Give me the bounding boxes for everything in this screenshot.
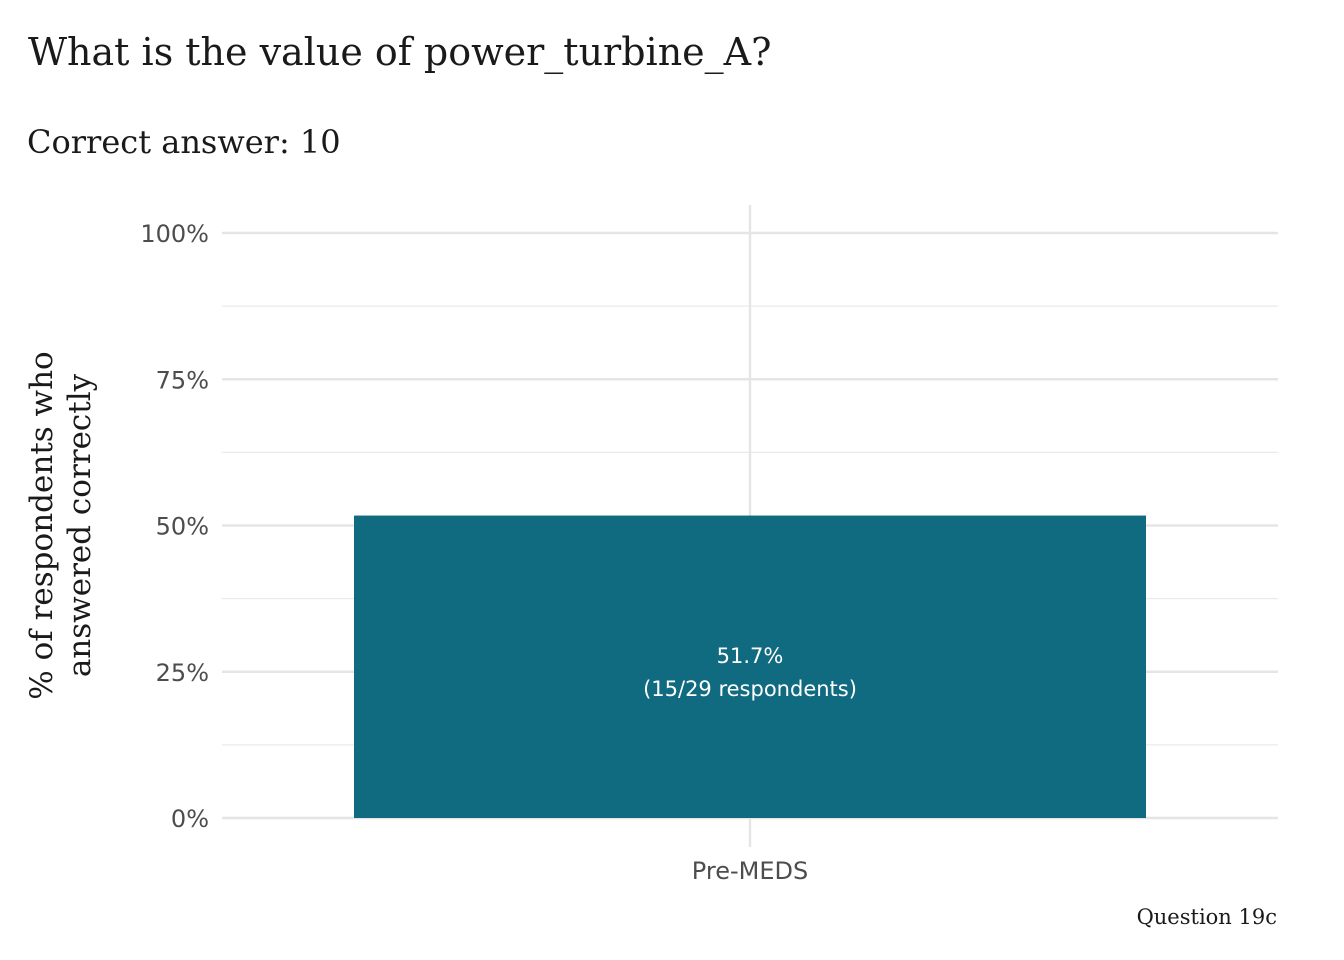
bar	[354, 515, 1146, 818]
x-tick-labels: Pre-MEDS	[692, 857, 808, 885]
bars	[354, 515, 1146, 818]
y-tick-labels: 0% 25% 50% 75% 100%	[140, 220, 209, 833]
y-tick-label: 0%	[171, 805, 209, 833]
y-tick-label: 25%	[156, 659, 209, 687]
chart-subtitle: Correct answer: 10	[27, 123, 341, 161]
y-tick-label: 50%	[156, 513, 209, 541]
bar-data-label: (15/29 respondents)	[643, 677, 857, 701]
y-tick-label: 100%	[140, 220, 209, 248]
y-axis-label-line: % of respondents who	[24, 351, 60, 699]
bar-data-label: 51.7%	[717, 644, 784, 668]
chart-title: What is the value of power_turbine_A?	[28, 30, 772, 74]
y-axis-label-group: % of respondents who answered correctly	[24, 351, 98, 699]
chart-caption: Question 19c	[1136, 905, 1277, 929]
y-axis-label-line: answered correctly	[62, 373, 98, 677]
x-tick-label: Pre-MEDS	[692, 857, 808, 885]
data-labels: 51.7% (15/29 respondents)	[643, 644, 857, 701]
y-tick-label: 75%	[156, 366, 209, 394]
y-axis-label: % of respondents who answered correctly	[24, 351, 98, 699]
